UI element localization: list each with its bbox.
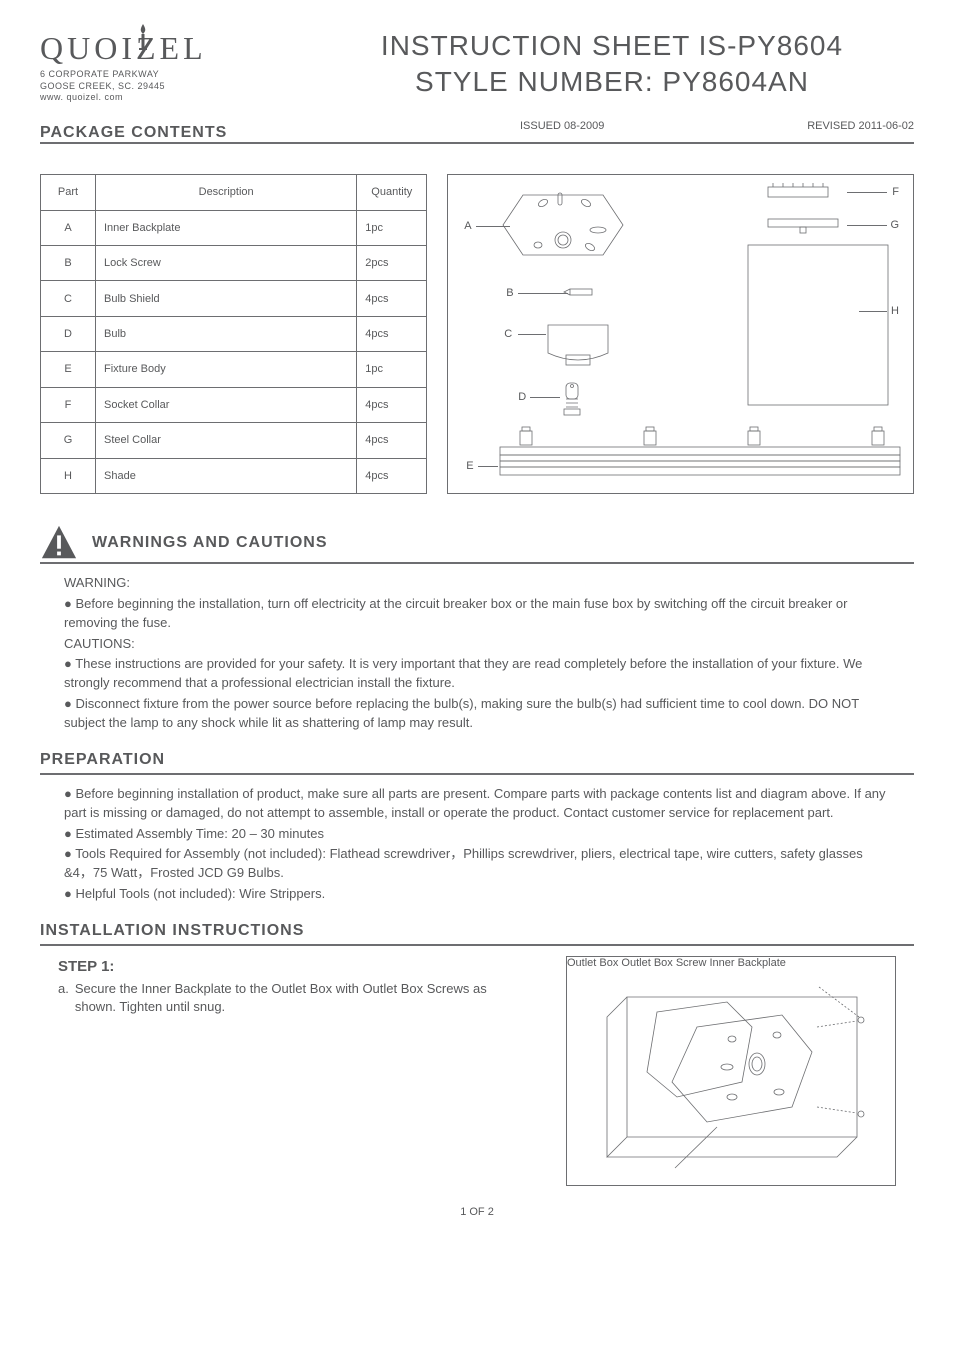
table-row: DBulb4pcs <box>41 316 427 351</box>
cautions-label: CAUTIONS: <box>64 635 890 654</box>
warnings-title: WARNINGS AND CAUTIONS <box>92 534 328 552</box>
table-row: HShade4pcs <box>41 458 427 494</box>
address-line3: www. quoizel. com <box>40 92 230 104</box>
table-row: FSocket Collar4pcs <box>41 387 427 422</box>
title-line1: INSTRUCTION SHEET IS-PY8604 <box>310 30 914 62</box>
table-row: CBulb Shield4pcs <box>41 281 427 316</box>
table-row: EFixture Body1pc <box>41 352 427 387</box>
diagram-sketch <box>448 175 918 495</box>
step1-a-text: Secure the Inner Backplate to the Outlet… <box>75 980 526 1018</box>
section-rule <box>40 562 914 564</box>
step1-text: STEP 1: a. Secure the Inner Backplate to… <box>58 956 526 1017</box>
warnings-body: WARNING: ● Before beginning the installa… <box>40 574 914 733</box>
preparation-body: ● Before beginning installation of produ… <box>40 785 914 904</box>
table-row: AInner Backplate1pc <box>41 210 427 245</box>
installation-title: INSTALLATION INSTRUCTIONS <box>40 922 914 940</box>
logo-address: 6 CORPORATE PARKWAY GOOSE CREEK, SC. 294… <box>40 69 230 104</box>
caution-2: ● Disconnect fixture from the power sour… <box>64 695 890 733</box>
prep-2: ● Estimated Assembly Time: 20 – 30 minut… <box>64 825 890 844</box>
preparation-title: PREPARATION <box>40 751 914 769</box>
step1-a-prefix: a. <box>58 980 69 1018</box>
title-line2: STYLE NUMBER: PY8604AN <box>310 66 914 98</box>
prep-4: ● Helpful Tools (not included): Wire Str… <box>64 885 890 904</box>
logo-letters: QUOIZEL <box>40 30 207 66</box>
address-line2: GOOSE CREEK, SC. 29445 <box>40 81 230 93</box>
prep-1: ● Before beginning installation of produ… <box>64 785 890 823</box>
page-footer: 1 OF 2 <box>40 1206 914 1218</box>
torch-icon <box>136 24 150 50</box>
section-rule <box>40 142 914 144</box>
address-line1: 6 CORPORATE PARKWAY <box>40 69 230 81</box>
warning-icon <box>40 524 78 562</box>
issued-label: ISSUED 08-2009 <box>520 120 604 132</box>
warning-label: WARNING: <box>64 574 890 593</box>
header-quantity: Quantity <box>357 175 427 210</box>
title-block: INSTRUCTION SHEET IS-PY8604 STYLE NUMBER… <box>310 30 914 102</box>
table-header-row: Part Description Quantity <box>41 175 427 210</box>
logo-text: QUOIZEL <box>40 30 230 67</box>
section-rule <box>40 773 914 775</box>
caution-1: ● These instructions are provided for yo… <box>64 655 890 693</box>
revised-label: REVISED 2011-06-02 <box>807 120 914 132</box>
table-row: BLock Screw2pcs <box>41 245 427 280</box>
step1-diagram: Outlet Box Outlet Box Screw Inner Backpl… <box>566 956 896 1186</box>
prep-3: ● Tools Required for Assembly (not inclu… <box>64 845 890 883</box>
section-rule <box>40 944 914 946</box>
step1-title: STEP 1: <box>58 956 526 978</box>
header-description: Description <box>96 175 357 210</box>
header-part: Part <box>41 175 96 210</box>
table-row: GSteel Collar4pcs <box>41 423 427 458</box>
parts-table: Part Description Quantity AInner Backpla… <box>40 174 427 494</box>
logo-block: QUOIZEL 6 CORPORATE PARKWAY GOOSE CREEK,… <box>40 30 230 104</box>
step1-sketch <box>567 957 897 1187</box>
contents-diagram: A B C D E F G H <box>447 174 914 494</box>
warning-1: ● Before beginning the installation, tur… <box>64 595 890 633</box>
